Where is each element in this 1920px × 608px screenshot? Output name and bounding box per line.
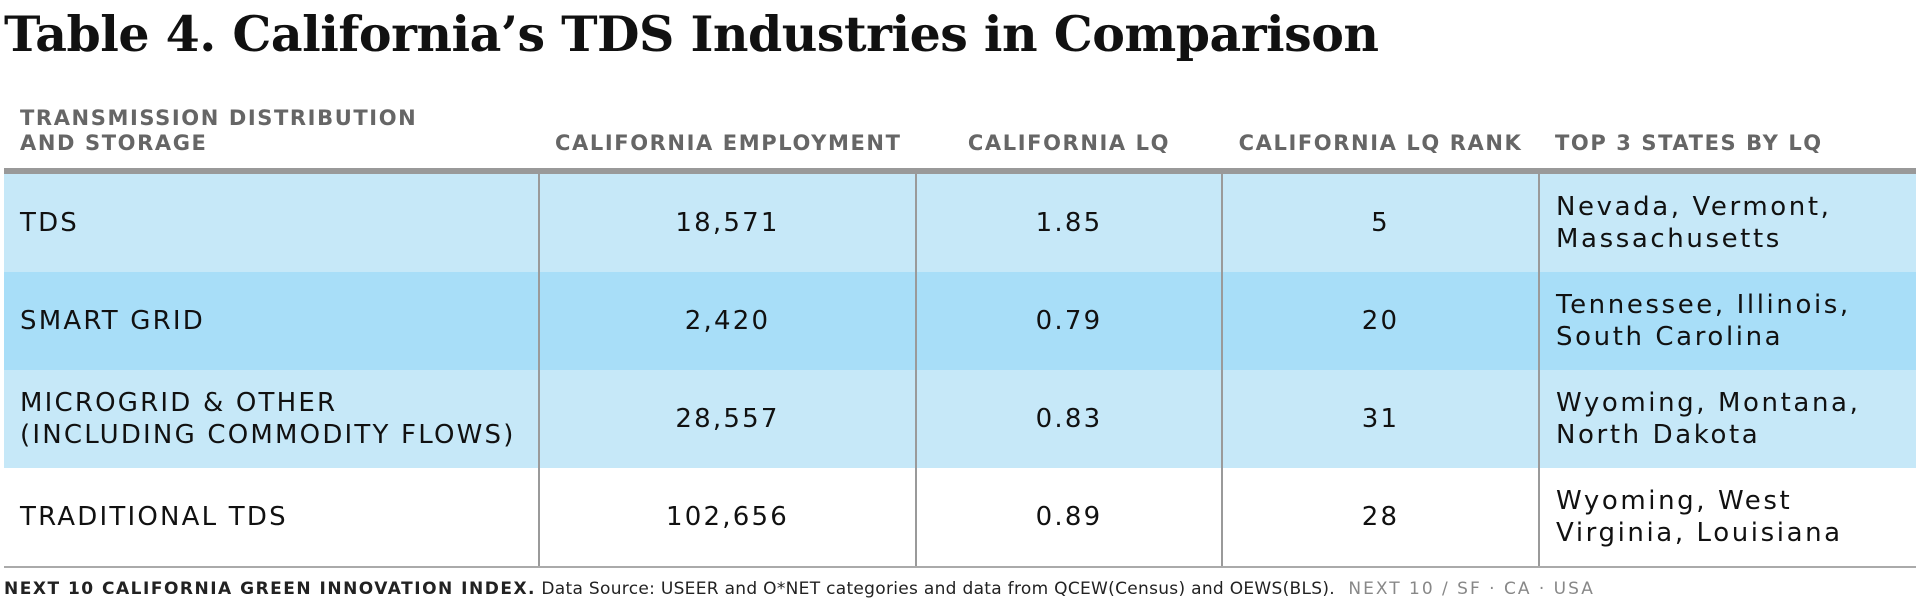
row-lq-rank: 31 <box>1221 370 1539 468</box>
row-top-states: Nevada, Vermont, Massachusetts <box>1538 171 1916 272</box>
footer-org: NEXT 10 / SF · CA · USA <box>1348 579 1595 599</box>
table-title: Table 4. California’s TDS Industries in … <box>4 5 1379 63</box>
header-row: TRANSMISSION DISTRIBUTION AND STORAGE CA… <box>4 86 1916 174</box>
header-lq: CALIFORNIA LQ <box>916 86 1222 174</box>
row-category: TRADITIONAL TDS <box>4 468 539 568</box>
row-category: SMART GRID <box>4 272 539 370</box>
row-lq-rank: 20 <box>1221 272 1539 370</box>
row-lq: 1.85 <box>915 171 1222 272</box>
table-row: SMART GRID 2,420 0.79 20 Tennessee, Illi… <box>4 272 1916 370</box>
row-employment: 28,557 <box>538 370 916 468</box>
header-category-label: TRANSMISSION DISTRIBUTION AND STORAGE <box>20 106 418 155</box>
row-top-states: Wyoming, Montana, North Dakota <box>1538 370 1916 468</box>
row-employment: 102,656 <box>538 468 916 568</box>
header-lq-rank: CALIFORNIA LQ RANK <box>1222 86 1539 174</box>
row-category: MICROGRID & OTHER (INCLUDING COMMODITY F… <box>4 370 539 468</box>
header-top-states: TOP 3 STATES BY LQ <box>1539 86 1916 174</box>
row-employment: 18,571 <box>538 171 916 272</box>
table-row: TDS 18,571 1.85 5 Nevada, Vermont, Massa… <box>4 171 1916 272</box>
table-header: TRANSMISSION DISTRIBUTION AND STORAGE CA… <box>4 86 1916 174</box>
row-lq: 0.83 <box>915 370 1222 468</box>
row-employment: 2,420 <box>538 272 916 370</box>
row-lq: 0.79 <box>915 272 1222 370</box>
row-top-states: Wyoming, West Virginia, Louisiana <box>1538 468 1916 568</box>
footer-note: NEXT 10 CALIFORNIA GREEN INNOVATION INDE… <box>4 578 1595 600</box>
row-lq-rank: 28 <box>1221 468 1539 568</box>
header-category: TRANSMISSION DISTRIBUTION AND STORAGE <box>4 86 539 174</box>
header-employment: CALIFORNIA EMPLOYMENT <box>539 86 916 174</box>
comparison-table: TRANSMISSION DISTRIBUTION AND STORAGE CA… <box>4 86 1916 568</box>
row-top-states: Tennessee, Illinois, South Carolina <box>1538 272 1916 370</box>
footer-source: Data Source: USEER and O*NET categories … <box>541 579 1336 599</box>
row-category: TDS <box>4 171 539 272</box>
footer-brand: NEXT 10 CALIFORNIA GREEN INNOVATION INDE… <box>4 579 537 599</box>
table-row: MICROGRID & OTHER (INCLUDING COMMODITY F… <box>4 370 1916 468</box>
table-body: TDS 18,571 1.85 5 Nevada, Vermont, Massa… <box>4 171 1916 568</box>
row-lq-rank: 5 <box>1221 171 1539 272</box>
row-lq: 0.89 <box>915 468 1222 568</box>
table-row: TRADITIONAL TDS 102,656 0.89 28 Wyoming,… <box>4 468 1916 568</box>
